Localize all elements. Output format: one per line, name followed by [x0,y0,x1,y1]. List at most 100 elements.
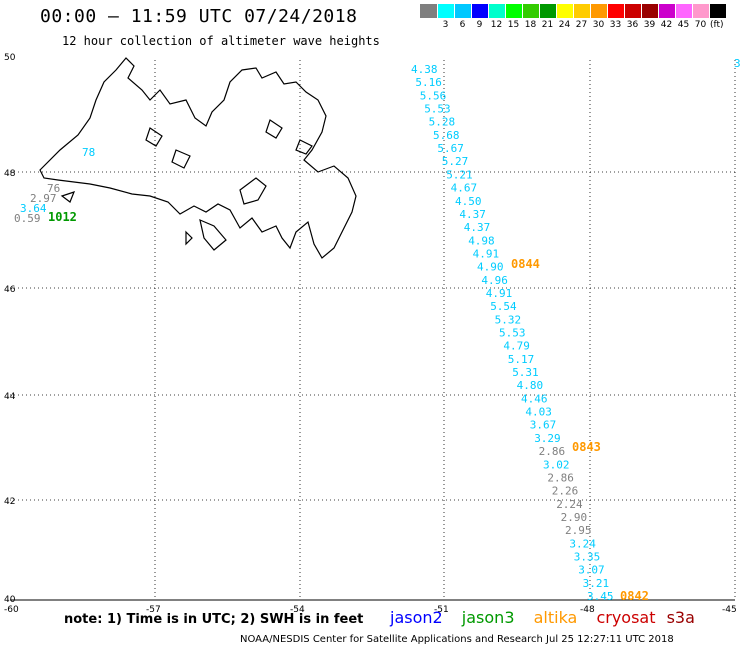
scale-label-0 [420,20,437,30]
legend-s3a: s3a [666,608,695,627]
wave-height-label: 3.45 [587,590,614,603]
lon-label-51: -51 [434,605,449,615]
scale-label-12: 36 [626,20,639,30]
lon-label-57: -57 [146,605,161,615]
wave-height-label: 5.53 [424,103,451,116]
wave-height-label: 4.03 [525,406,552,419]
scale-label-10: 30 [592,20,605,30]
scale-swatch-16 [692,4,709,18]
scale-swatch-6 [522,4,539,18]
wave-height-label: 2.26 [552,485,579,498]
wave-height-label: 4.98 [468,234,495,247]
wave-height-label: 3.35 [574,551,601,564]
wave-height-label: 0.59 [14,212,41,225]
lon-label-54: -54 [290,605,305,615]
pass-time-labels: 0844 0843 0842 1012 [48,210,649,603]
scale-swatch-13 [641,4,658,18]
wave-height-label: 5.53 [499,327,526,340]
wave-height-label: 5.54 [490,300,517,313]
color-scale-swatches [420,4,726,18]
lat-label-40: 40 [4,595,16,605]
wave-height-label: 3.07 [578,564,605,577]
scale-swatch-4 [488,4,505,18]
scale-label-4: 12 [490,20,503,30]
longitude-labels: -60 -57 -54 -51 -48 -45 [4,605,737,615]
footer-credit: NOAA/NESDIS Center for Satellite Applica… [240,634,674,645]
wave-height-label: 5.32 [495,313,521,326]
scale-swatch-0 [420,4,437,18]
wave-height-label: 4.37 [464,221,491,234]
lat-label-44: 44 [4,392,16,402]
wave-height-label: 78 [82,146,95,159]
scale-label-9: 27 [575,20,588,30]
wave-height-label: 4.91 [486,287,513,300]
scale-swatch-7 [539,4,556,18]
pass-time-0842: 0842 [620,589,649,603]
wave-height-label: 5.67 [437,142,464,155]
wave-height-label: 4.96 [481,274,508,287]
wave-height-label: 3.02 [543,458,570,471]
wave-height-label: 5.68 [433,129,460,142]
scale-swatch-3 [471,4,488,18]
scale-label-16: 70 [694,20,707,30]
wave-height-label: 2.86 [539,445,566,458]
wave-height-label: 4.90 [477,261,504,274]
scale-swatch-12 [624,4,641,18]
wave-height-label: 3.64 [20,202,47,215]
scale-swatch-2 [454,4,471,18]
scale-label-5: 15 [507,20,520,30]
map-grid [10,60,736,600]
scale-label-3: 9 [476,20,483,30]
legend-jason3: jason3 [461,608,515,627]
scale-label-7: 21 [541,20,554,30]
wave-height-label: 2.86 [547,471,574,484]
wave-height-label: 5.31 [512,366,539,379]
track-main-observations: 4.385.165.565.535.285.685.675.275.214.67… [411,63,614,603]
wave-height-label: 5.16 [415,76,442,89]
lat-label-48: 48 [4,169,16,179]
scale-swatch-10 [590,4,607,18]
satellite-legend: jason2 jason3 altika cryosat s3a [390,608,709,627]
footer-note: note: 1) Time is in UTC; 2) SWH is in fe… [64,612,364,627]
wave-height-label: 2.95 [565,524,592,537]
wave-height-label: 2.97 [30,192,57,205]
lat-label-46: 46 [4,285,16,295]
wave-height-label: 76 [47,182,60,195]
scale-swatch-8 [556,4,573,18]
scale-label-14: 42 [660,20,673,30]
scale-label-2: 6 [459,20,466,30]
wave-height-label: 4.91 [473,247,500,260]
scale-swatch-17 [709,4,726,18]
track-west-observations: 78 762.973.640.59 [14,146,95,225]
wave-height-label: 4.80 [517,379,544,392]
wave-height-label: 4.67 [451,182,478,195]
color-scale: 3 6 9 12 15 18 21 24 27 30 33 36 39 42 45 70 (ft) [420,4,726,30]
edge-observation-mark: 3 [734,57,740,70]
scale-unit: (ft) [710,20,724,30]
lat-label-50: 50 [4,53,16,63]
scale-label-13: 39 [643,20,656,30]
wave-height-label: 3.67 [530,419,557,432]
wave-height-label: 5.28 [429,116,456,129]
wave-height-label: 2.90 [561,511,588,524]
scale-swatch-11 [607,4,624,18]
scale-label-15: 45 [677,20,690,30]
wave-height-label: 2.24 [556,498,583,511]
wave-height-label: 4.79 [503,340,530,353]
scale-swatch-14 [658,4,675,18]
coastline-newfoundland [39,57,357,259]
wave-height-label: 4.38 [411,63,438,76]
pass-time-0844: 0844 [511,257,540,271]
scale-label-1: 3 [442,20,449,30]
scale-label-11: 33 [609,20,622,30]
scale-label-8: 24 [558,20,571,30]
page-title: 00:00 – 11:59 UTC 07/24/2018 [40,6,358,27]
wave-height-label: 4.46 [521,392,548,405]
wave-height-label: 4.50 [455,195,482,208]
lon-label-48: -48 [580,605,595,615]
lat-label-42: 42 [4,497,15,507]
latitude-labels: 50 48 46 44 42 40 [4,53,16,605]
wave-height-label: 5.56 [420,89,447,102]
scale-swatch-5 [505,4,522,18]
